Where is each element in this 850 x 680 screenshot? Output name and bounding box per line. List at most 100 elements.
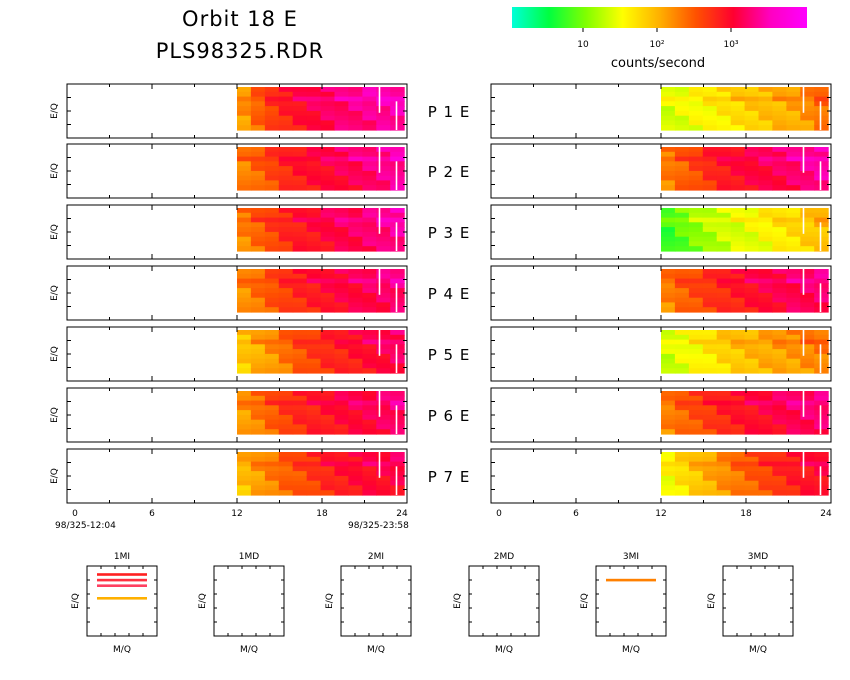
spectrogram-cell: [730, 330, 746, 336]
spectrogram-cell: [688, 212, 704, 219]
spectrogram-cell: [306, 353, 322, 360]
spectrogram-cell: [814, 344, 829, 350]
spectrogram-cell: [376, 414, 391, 421]
spectrogram-cell: [320, 156, 336, 162]
spectrogram-cell: [237, 161, 252, 167]
spectrogram-cell: [688, 278, 704, 284]
spectrogram-cell: [800, 87, 815, 93]
spectrogram-cell: [390, 302, 405, 308]
spectrogram-cell: [716, 120, 732, 126]
spectrogram-cell: [334, 147, 349, 153]
spectrogram-cell: [292, 222, 308, 228]
spectrogram-cell: [744, 344, 760, 350]
spectrogram-cell: [250, 358, 266, 365]
spectrogram-cell: [362, 241, 377, 247]
spectrogram-cell: [661, 147, 676, 153]
spectrogram-cell: [674, 147, 690, 153]
spectrogram-cell: [376, 273, 391, 280]
data-gap: [378, 87, 381, 113]
spectrogram-cell: [390, 96, 405, 102]
spectrogram-cell: [278, 368, 294, 374]
spectrogram-cell: [237, 358, 252, 365]
spectrogram-cell: [758, 410, 773, 416]
spectrogram-cell: [362, 212, 377, 219]
spectrogram-cell: [688, 269, 704, 275]
spectrogram-cell: [306, 283, 322, 289]
spectrogram-cell: [758, 231, 773, 238]
spectrogram-cell: [348, 106, 363, 112]
spectrogram-cell: [376, 485, 391, 491]
spectrogram-cell: [250, 452, 266, 458]
spectrogram-cell: [237, 368, 252, 374]
spectrogram-cell: [661, 278, 676, 284]
spectrogram-cell: [376, 429, 391, 435]
spectrogram-cell: [237, 414, 252, 421]
spectrogram-cell: [250, 395, 266, 402]
spectrogram-cell: [250, 353, 266, 360]
spectrogram-cell: [758, 185, 773, 191]
spectrogram-cell: [278, 246, 294, 252]
spectrogram-cell: [674, 475, 690, 482]
spectrogram-cell: [744, 368, 760, 374]
spectrogram-cell: [772, 334, 787, 341]
spectrogram-cell: [278, 461, 294, 467]
spectrogram-cell: [758, 115, 773, 122]
spectrogram-cell: [772, 91, 787, 98]
spectrogram-cell: [702, 410, 718, 416]
spectrogram-cell: [306, 368, 322, 374]
spectrogram-cell: [278, 227, 294, 233]
spectrogram-cell: [320, 358, 336, 365]
spectrogram-cell: [758, 334, 773, 341]
spectrogram-cell: [674, 466, 690, 472]
spectrogram-cell: [237, 424, 252, 430]
spectrogram-cell: [688, 410, 704, 416]
spectrogram-cell: [661, 120, 676, 126]
spectrogram-cell: [674, 391, 690, 397]
spectrogram-cell: [772, 302, 787, 308]
spectrogram-cell: [237, 480, 252, 487]
spectrogram-cell: [264, 485, 280, 491]
spectrogram-cell: [716, 222, 732, 228]
spectrogram-cell: [390, 391, 405, 397]
spectrogram-cell: [292, 151, 308, 158]
spectrogram-cell: [786, 87, 801, 93]
spectrogram-cell: [362, 115, 377, 122]
spectrogram-cell: [250, 236, 266, 243]
spectrogram-cell: [702, 297, 718, 304]
spectrogram-cell: [264, 461, 280, 467]
spectrogram-cell: [320, 180, 336, 186]
spectrogram-cell: [772, 339, 787, 345]
data-gap: [819, 222, 822, 252]
spectrogram-cell: [800, 185, 815, 191]
spectrogram-cell: [348, 480, 363, 487]
spectrogram-cell: [237, 217, 252, 223]
spectrogram-cell: [334, 485, 349, 491]
spectrogram-cell: [814, 175, 829, 182]
spectrogram-cell: [758, 429, 773, 435]
spectrogram-cell: [250, 185, 266, 191]
spectrogram-cell: [674, 166, 690, 172]
spectrogram-cell: [800, 292, 815, 299]
spectrogram-cell: [278, 405, 294, 411]
spectrogram-cell: [237, 410, 252, 416]
panel-label: P 7 E: [428, 468, 471, 486]
spectrogram-cell: [390, 208, 405, 214]
spectrogram-cell: [237, 180, 252, 186]
spectrogram-cell: [716, 217, 732, 223]
spectrogram-cell: [376, 334, 391, 341]
spectrogram-cell: [390, 363, 405, 369]
spectrogram-cell: [250, 490, 266, 496]
spectrogram-cell: [800, 410, 815, 416]
spectrogram-cell: [362, 246, 377, 252]
spectrogram-cell: [800, 110, 815, 117]
spectrogram-cell: [716, 466, 732, 472]
spectrogram-cell: [306, 125, 322, 131]
spectrogram-cell: [702, 368, 718, 374]
spectrogram-cell: [334, 166, 349, 172]
spectrogram-cell: [376, 349, 391, 355]
spectrogram-cell: [362, 405, 377, 411]
spectrogram-cell: [264, 180, 280, 186]
spectrogram-cell: [362, 222, 377, 228]
spectrogram-cell: [306, 236, 322, 243]
spectrogram-cell: [250, 91, 266, 98]
